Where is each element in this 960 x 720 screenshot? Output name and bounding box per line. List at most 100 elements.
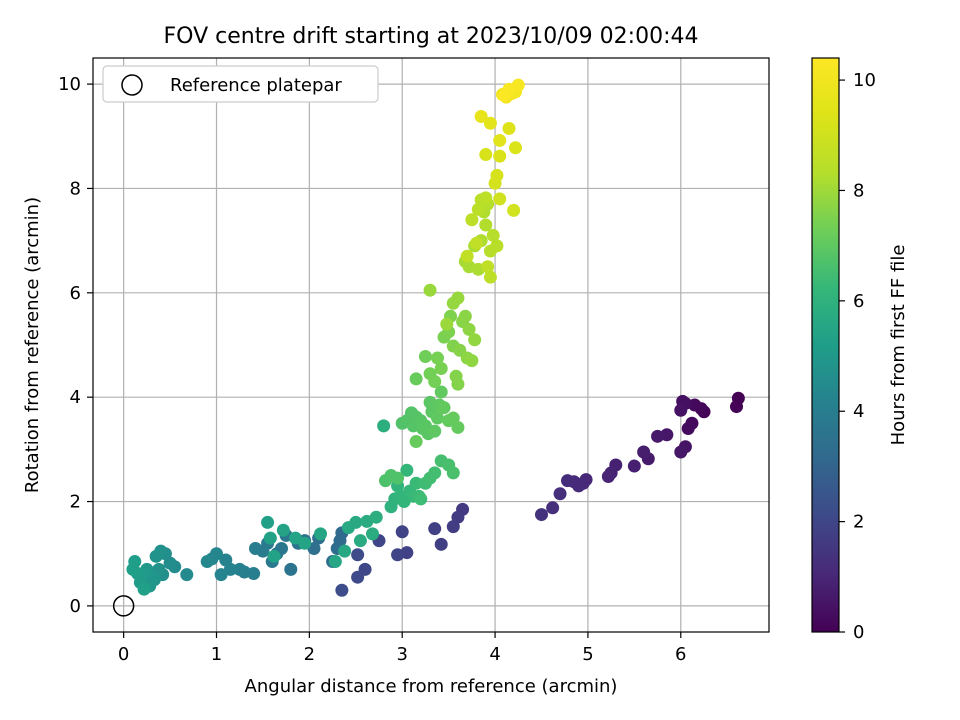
scatter-point	[490, 168, 504, 182]
scatter-point	[493, 149, 507, 163]
colorbar-tick-label: 6	[853, 291, 864, 312]
scatter-point	[546, 501, 560, 515]
scatter-point	[437, 401, 451, 415]
scatter-point	[428, 522, 442, 536]
scatter-point	[509, 141, 522, 155]
scatter-point	[553, 487, 567, 501]
scatter-point	[219, 553, 233, 567]
scatter-point	[490, 239, 504, 253]
scatter-point	[149, 549, 163, 563]
scatter-point	[431, 351, 444, 365]
scatter-point	[366, 527, 379, 541]
scatter-point	[458, 309, 472, 323]
scatter-point	[497, 89, 511, 103]
scatter-point	[249, 542, 262, 556]
x-tick-label: 2	[304, 644, 315, 665]
scatter-point	[468, 333, 482, 347]
colorbar: 0 2 4 6 8 10 Hours from first FF file	[811, 57, 909, 643]
scatter-point	[276, 523, 290, 537]
x-tick-label: 3	[396, 644, 407, 665]
scatter-point	[507, 203, 521, 217]
scatter-point	[651, 429, 665, 443]
y-tick-label: 6	[70, 283, 81, 304]
scatter-point	[681, 421, 695, 435]
scatter-point	[601, 469, 615, 483]
scatter-point	[483, 116, 497, 130]
scatter-point	[428, 466, 442, 480]
scatter-point	[414, 492, 428, 506]
scatter-point	[451, 377, 465, 391]
x-tick-label: 0	[118, 644, 129, 665]
legend: Reference platepar	[102, 65, 379, 103]
scatter-point	[409, 476, 423, 490]
scatter-point	[267, 549, 281, 563]
scatter-point	[561, 474, 574, 488]
scatter-point	[470, 236, 483, 250]
x-tick-label: 4	[489, 644, 500, 665]
scatter-point	[335, 583, 349, 597]
scatter-point	[409, 435, 423, 449]
x-tick-label: 5	[582, 644, 593, 665]
scatter-point	[434, 537, 448, 551]
colorbar-tick-label: 4	[853, 401, 864, 422]
colorbar-gradient	[811, 57, 840, 633]
scatter-point	[674, 445, 688, 459]
x-axis-ticks: 0 1 2 3 4 5 6	[118, 632, 687, 665]
x-axis-label: Angular distance from reference (arcmin)	[245, 676, 618, 697]
y-tick-label: 10	[58, 74, 81, 95]
y-axis-ticks: 0 2 4 6 8 10	[58, 74, 93, 617]
legend-box	[102, 65, 379, 103]
scatter-point	[261, 515, 275, 529]
scatter-point	[391, 471, 405, 485]
scatter-point	[328, 555, 342, 569]
scatter-point	[400, 463, 414, 477]
scatter-point	[486, 228, 500, 242]
scatter-point	[462, 322, 476, 336]
scatter-point	[460, 249, 474, 263]
grid	[93, 58, 769, 632]
plot-frame	[92, 57, 770, 633]
scatter-point	[263, 531, 277, 545]
scatter-point	[314, 527, 327, 541]
scatter-point	[428, 375, 442, 389]
reference-marker	[112, 595, 135, 617]
scatter-point	[440, 317, 454, 331]
scatter-point	[434, 385, 448, 399]
chart-title: FOV centre drift starting at 2023/10/09 …	[164, 24, 699, 49]
scatter-point	[474, 109, 488, 123]
colorbar-tick-label: 10	[853, 70, 876, 91]
scatter-point	[200, 555, 214, 569]
scatter-point	[126, 562, 140, 576]
scatter-point	[431, 411, 444, 425]
colorbar-ticks: 0 2 4 6 8 10	[839, 70, 876, 643]
scatter-point	[493, 133, 507, 147]
y-tick-label: 2	[70, 492, 81, 513]
scatter-point	[493, 192, 507, 206]
colorbar-tick-label: 0	[853, 622, 864, 643]
scatter-point	[349, 515, 363, 529]
scatter-point	[637, 445, 651, 459]
scatter-point	[233, 562, 247, 576]
scatter-point	[137, 582, 151, 596]
colorbar-tick-label: 8	[853, 180, 864, 201]
y-tick-label: 4	[70, 387, 81, 408]
scatter-point	[451, 291, 465, 305]
scatter-point	[483, 270, 497, 284]
scatter-point	[214, 568, 228, 582]
scatter-point	[502, 121, 516, 135]
scatter-point	[451, 420, 465, 434]
scatter-point	[674, 403, 688, 417]
scatter-point	[351, 548, 365, 562]
y-tick-label: 8	[70, 178, 81, 199]
x-tick-label: 1	[211, 644, 222, 665]
scatter-point	[353, 534, 367, 548]
scatter-point	[730, 400, 743, 414]
scatter-point	[351, 570, 365, 584]
scatter-point	[434, 361, 448, 375]
colorbar-tick-label: 2	[853, 512, 864, 533]
scatter-point	[338, 544, 352, 558]
scatter-point	[627, 459, 641, 473]
scatter-point	[479, 218, 493, 232]
colorbar-label: Hours from first FF file	[888, 245, 909, 446]
